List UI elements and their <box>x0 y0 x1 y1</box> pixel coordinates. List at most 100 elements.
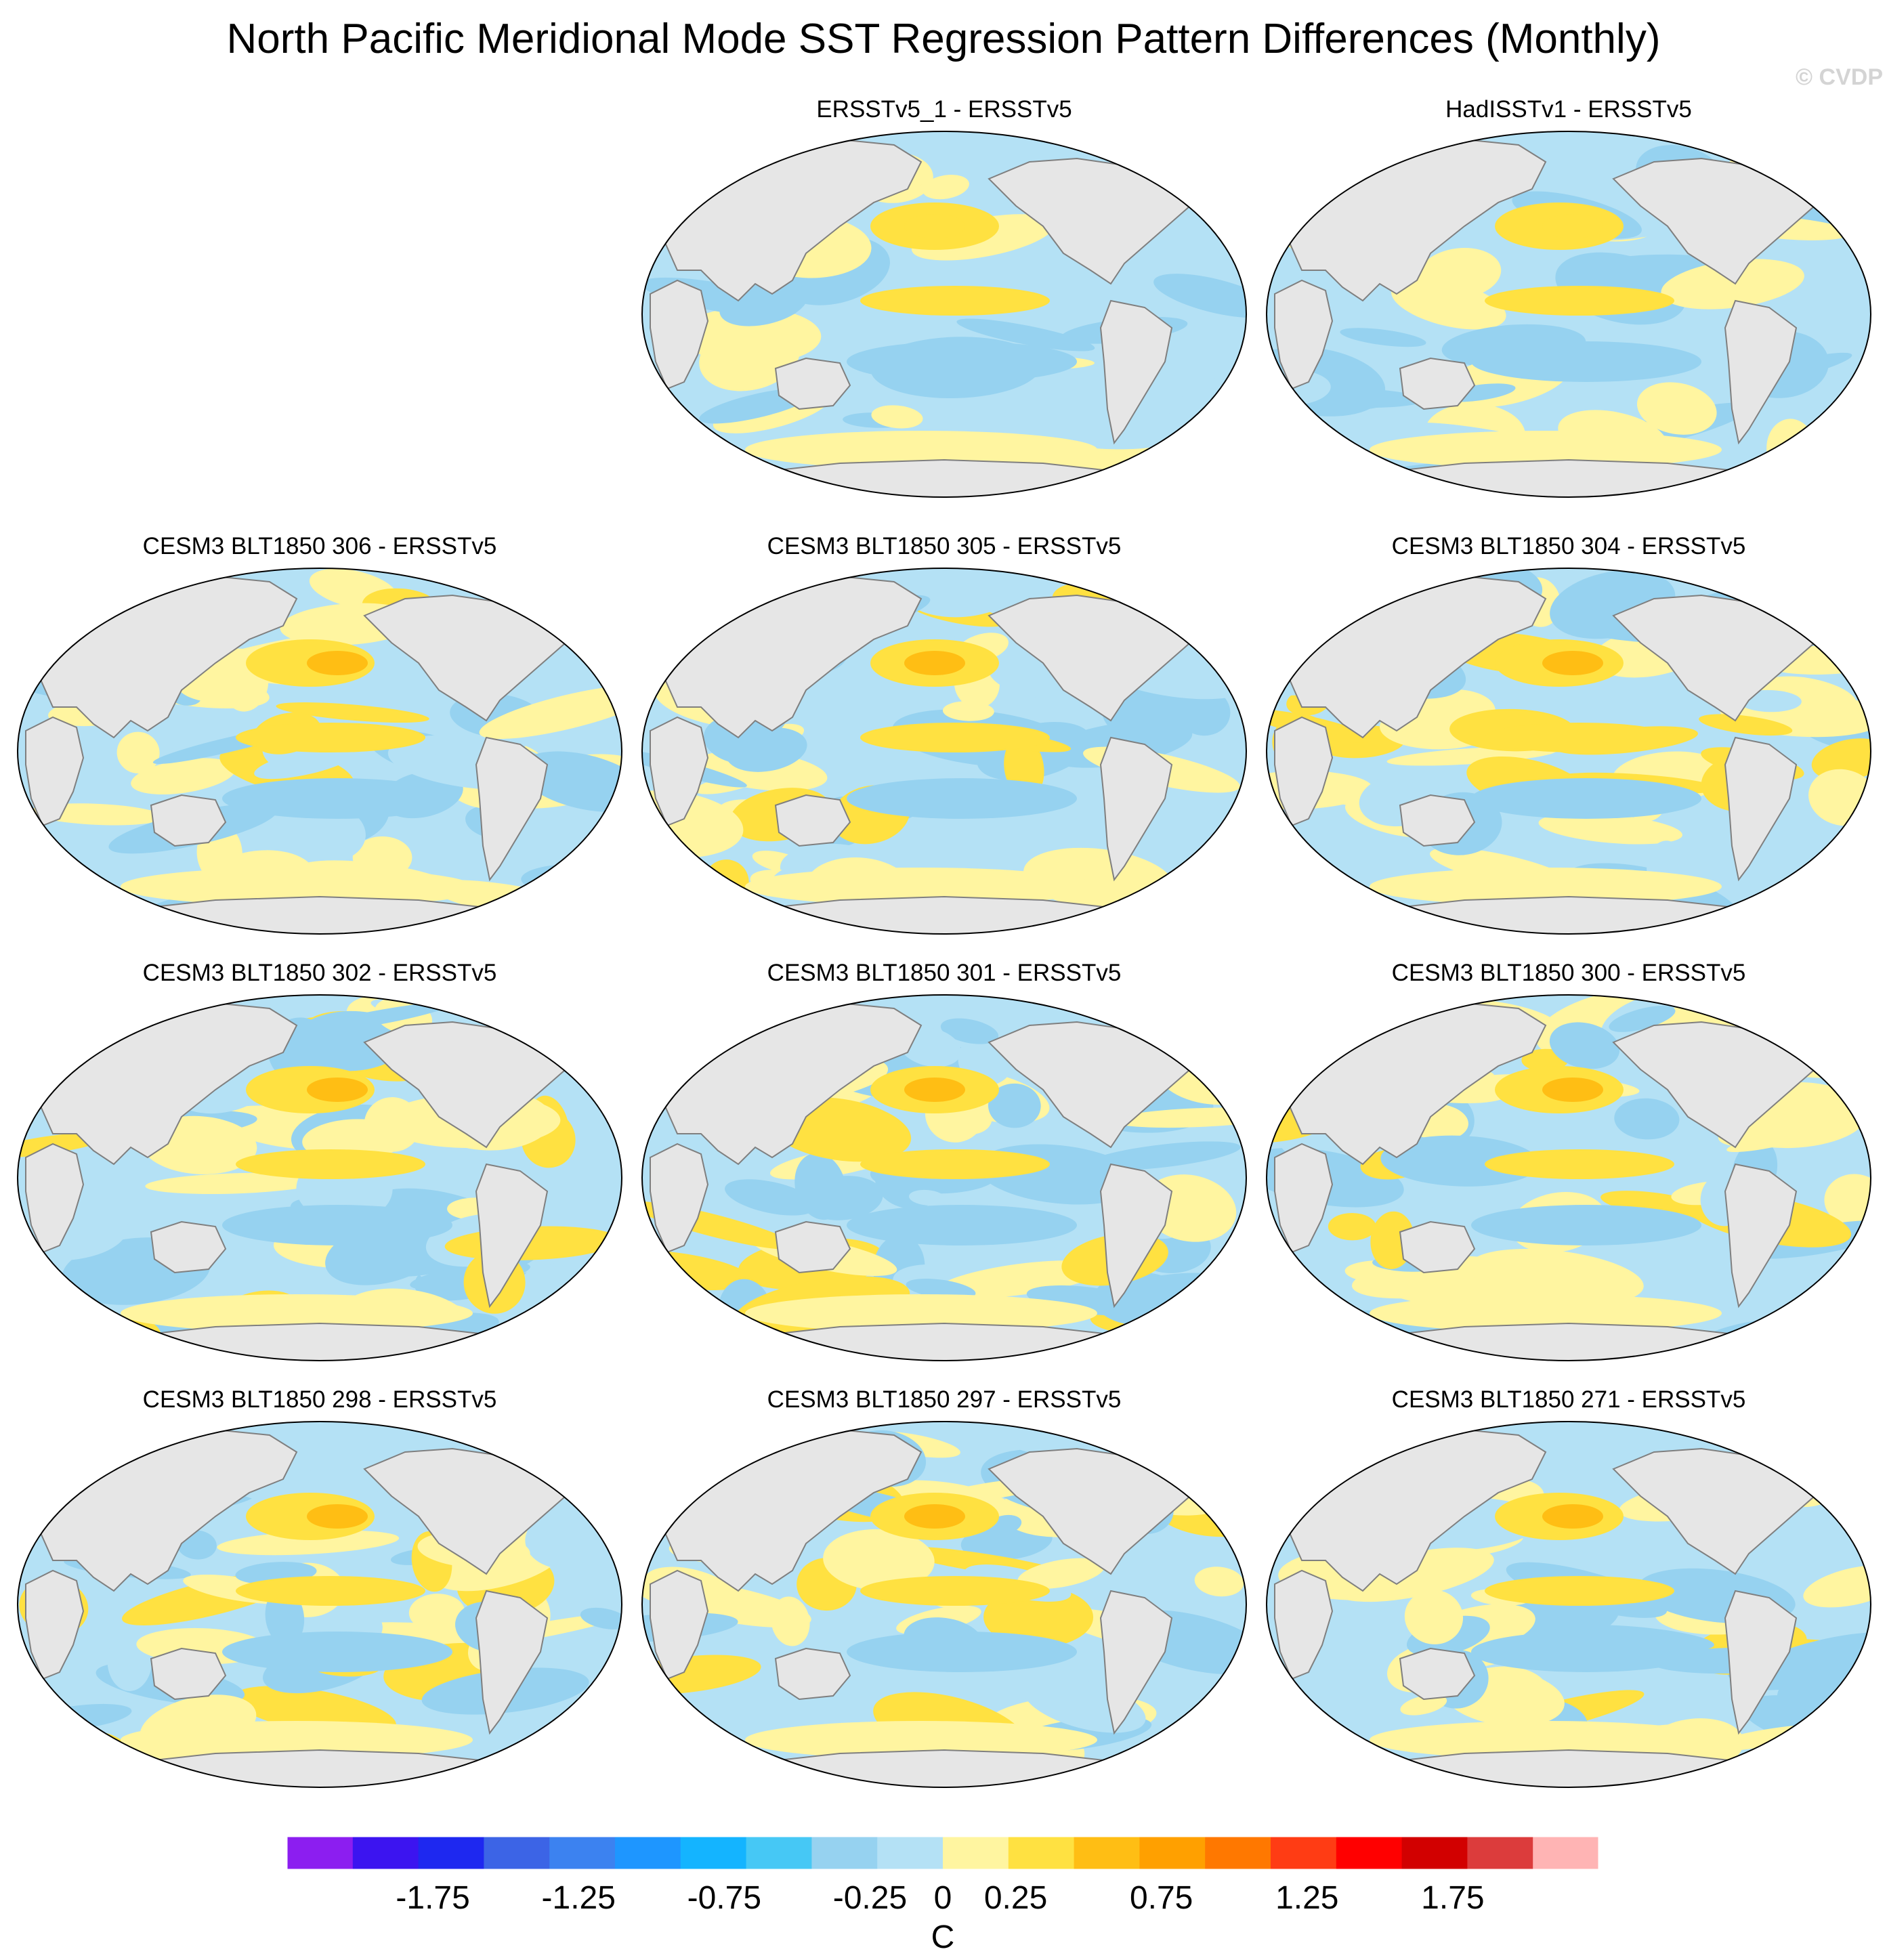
panel-title: CESM3 BLT1850 297 - ERSSTv5 <box>767 1386 1122 1413</box>
land-mass <box>553 584 599 631</box>
colorbar-bin <box>1008 1837 1075 1869</box>
colorbar-bin <box>1336 1837 1403 1869</box>
land-mass <box>150 1220 227 1274</box>
equatorial-pacific-anomaly <box>1485 286 1674 316</box>
north-pacific-anomaly-core <box>1542 214 1603 238</box>
north-pacific-anomaly-core <box>1542 651 1603 675</box>
sst-anomaly-patch <box>940 1018 999 1044</box>
south-pacific-anomaly <box>1471 778 1701 819</box>
land-mass <box>150 794 227 847</box>
sst-anomaly-patch <box>904 568 1020 618</box>
sst-anomaly-patch <box>1661 259 1804 310</box>
sst-anomaly-patch <box>871 405 923 429</box>
panel-title: ERSSTv5_1 - ERSSTv5 <box>816 96 1072 123</box>
southern-ocean-anomaly <box>745 1294 1097 1332</box>
colorbar-tick-label: 1.75 <box>1421 1880 1484 1916</box>
land-mass <box>1177 147 1224 194</box>
land-mass <box>1274 716 1334 827</box>
southern-ocean-anomaly <box>1370 1721 1722 1759</box>
land-mass <box>1802 1010 1848 1057</box>
sst-anomaly-patch <box>1609 1006 1676 1032</box>
chart-title: North Pacific Meridional Mode SST Regres… <box>226 16 1661 62</box>
sst-anomaly-patch <box>1600 1191 1714 1219</box>
map-plot <box>17 994 622 1361</box>
equatorial-pacific-anomaly <box>236 723 425 752</box>
southern-ocean-anomaly <box>745 431 1097 469</box>
sst-anomaly-patch <box>580 1607 622 1629</box>
sst-anomaly-patch <box>682 158 720 189</box>
land-mass <box>1274 1143 1334 1254</box>
panel-title: CESM3 BLT1850 302 - ERSSTv5 <box>142 960 497 986</box>
watermark: © CVDP <box>1796 64 1883 90</box>
map-outline <box>1266 131 1871 498</box>
colorbar-bin <box>484 1837 550 1869</box>
land-mass <box>774 357 851 410</box>
panel-title: CESM3 BLT1850 271 - ERSSTv5 <box>1391 1386 1746 1413</box>
map-plot <box>641 568 1247 935</box>
colorbar-unit-label: C <box>931 1919 955 1955</box>
map-outline <box>1266 994 1871 1361</box>
map-panel: CESM3 BLT1850 271 - ERSSTv5 <box>1261 1385 1876 1791</box>
sst-anomaly-patch <box>1332 1548 1494 1602</box>
south-pacific-anomaly <box>847 341 1077 382</box>
sst-anomaly-patch <box>566 1722 619 1750</box>
map-outline <box>641 1421 1247 1788</box>
land-mass <box>1724 736 1798 882</box>
map-panel: ERSSTv5_1 - ERSSTv5 <box>637 95 1252 501</box>
map-outline <box>641 994 1247 1361</box>
panel-title: CESM3 BLT1850 301 - ERSSTv5 <box>767 960 1122 986</box>
map-plot <box>17 1421 622 1788</box>
sst-anomaly-patch <box>1614 1098 1680 1140</box>
sst-anomaly-patch <box>1380 1135 1540 1187</box>
map-panel: CESM3 BLT1850 305 - ERSSTv5 <box>637 532 1252 938</box>
sst-anomaly-patch <box>642 1433 731 1472</box>
map-outline <box>641 568 1247 935</box>
south-pacific-anomaly <box>847 1205 1077 1245</box>
sst-anomaly-patch <box>1726 1124 1838 1153</box>
map-plot <box>1266 568 1871 935</box>
map-outline <box>17 1421 622 1788</box>
sst-anomaly-patch <box>1803 1565 1871 1608</box>
sst-anomaly-patch <box>1194 1567 1244 1597</box>
sst-anomaly-patch <box>1699 714 1793 736</box>
colorbar-bin <box>943 1837 1009 1869</box>
land-mass <box>1724 1590 1798 1735</box>
colorbar-bin <box>680 1837 747 1869</box>
sst-anomaly-patch <box>1468 1248 1644 1305</box>
equatorial-pacific-anomaly <box>860 723 1050 752</box>
land-mass <box>988 1021 1207 1149</box>
map-plot <box>17 568 622 935</box>
land-mass <box>1612 157 1831 285</box>
colorbar-bin <box>811 1837 878 1869</box>
colorbar-bin <box>746 1837 812 1869</box>
colorbar-tick-label: 0.25 <box>984 1880 1047 1916</box>
panel-title: CESM3 BLT1850 300 - ERSSTv5 <box>1391 960 1746 986</box>
land-mass <box>363 1447 582 1575</box>
southern-ocean-anomaly <box>121 868 473 906</box>
sst-anomaly-patch <box>1308 1763 1378 1787</box>
colorbar-tick-label: 0 <box>934 1880 952 1916</box>
land-mass <box>774 1220 851 1274</box>
equatorial-pacific-anomaly <box>860 1576 1050 1606</box>
southern-ocean-anomaly <box>745 868 1097 906</box>
sst-anomaly-patch <box>1170 1459 1246 1485</box>
colorbar-bin <box>615 1837 681 1869</box>
sst-anomaly-patch <box>1400 1695 1447 1716</box>
sst-anomaly-patch <box>681 307 822 364</box>
map-panel: CESM3 BLT1850 301 - ERSSTv5 <box>637 958 1252 1365</box>
land-mass <box>1802 584 1848 631</box>
colorbar: -1.75 -1.25 -0.75 -0.25 0 0.25 0.75 1.25 1.75 C <box>287 1836 1599 1955</box>
colorbar-bin <box>1467 1837 1533 1869</box>
panel-title: CESM3 BLT1850 298 - ERSSTv5 <box>142 1386 497 1413</box>
sst-anomaly-patch <box>823 1529 935 1591</box>
sst-anomaly-patch <box>1827 854 1869 891</box>
sst-anomaly-patch <box>725 1179 817 1216</box>
south-pacific-anomaly <box>1471 341 1701 382</box>
colorbar-bin <box>287 1837 354 1869</box>
map-plot <box>1266 994 1871 1361</box>
sst-anomaly-patch <box>936 1260 1104 1298</box>
map-panel: CESM3 BLT1850 302 - ERSSTv5 <box>12 958 627 1365</box>
equatorial-pacific-anomaly <box>1485 1149 1674 1179</box>
land-mass <box>650 1143 709 1254</box>
sst-anomaly-patch <box>906 1278 976 1300</box>
